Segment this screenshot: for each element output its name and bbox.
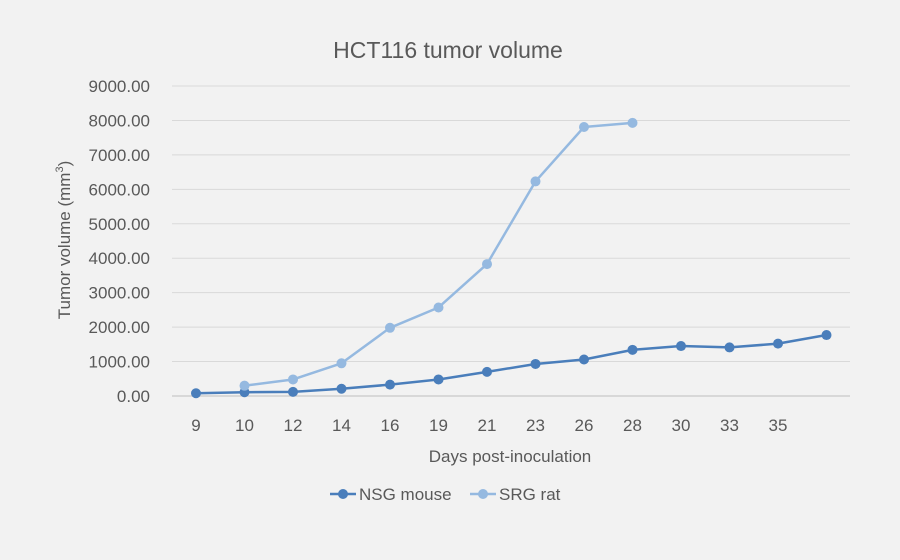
- y-tick-label: 2000.00: [89, 318, 150, 337]
- data-point-srg-rat: [288, 374, 298, 385]
- data-point-nsg-mouse: [288, 386, 298, 397]
- legend-label-srg-rat: SRG rat: [499, 485, 561, 504]
- y-tick-label: 4000.00: [89, 249, 150, 268]
- legend: NSG mouse SRG rat: [330, 485, 561, 504]
- x-tick-label: 10: [235, 416, 254, 435]
- series-line-srg-rat: [244, 121, 633, 387]
- y-tick-label: 1000.00: [89, 353, 150, 372]
- chart-title: HCT116 tumor volume: [333, 37, 563, 63]
- x-tick-label: 23: [526, 416, 545, 435]
- data-point-srg-rat: [530, 176, 541, 187]
- data-point-nsg-mouse: [821, 330, 832, 341]
- data-point-nsg-mouse: [724, 342, 735, 353]
- y-axis-ticks: 0.00 1000.00 2000.00 3000.00 4000.00 5000.00 6…: [89, 77, 150, 406]
- data-point-nsg-mouse: [773, 338, 783, 349]
- x-axis-ticks: 9 10 12 14 16 19 21 23 26 28 30 33 35: [191, 416, 787, 435]
- data-point-nsg-mouse: [627, 344, 638, 355]
- data-point-srg-rat: [627, 117, 638, 128]
- y-axis-label-close: ): [55, 161, 74, 167]
- x-axis-label: Days post-inoculation: [429, 447, 592, 466]
- data-point-nsg-mouse: [433, 374, 444, 385]
- x-tick-label: 9: [191, 416, 200, 435]
- y-axis-label: Tumor volume (mm3): [54, 161, 74, 320]
- y-axis-label-superscript: 3: [54, 166, 66, 172]
- x-tick-label: 14: [332, 416, 351, 435]
- data-point-nsg-mouse: [385, 379, 395, 390]
- y-tick-label: 3000.00: [89, 284, 150, 303]
- data-point-nsg-mouse: [191, 388, 201, 399]
- series-layer: [191, 117, 832, 399]
- x-tick-label: 21: [478, 416, 497, 435]
- legend-marker-srg-rat: [478, 489, 488, 499]
- y-tick-label: 9000.00: [89, 77, 150, 96]
- data-point-nsg-mouse: [482, 366, 492, 377]
- data-point-srg-rat: [336, 358, 347, 369]
- x-tick-label: 12: [284, 416, 303, 435]
- data-point-srg-rat: [385, 322, 395, 333]
- y-tick-label: 6000.00: [89, 180, 150, 199]
- y-tick-label: 5000.00: [89, 215, 150, 234]
- y-axis-label-text: Tumor volume (mm: [55, 173, 74, 320]
- y-tick-label: 0.00: [117, 387, 150, 406]
- y-tick-label: 8000.00: [89, 111, 150, 130]
- x-tick-label: 26: [575, 416, 594, 435]
- gridlines: [172, 85, 850, 397]
- x-tick-label: 33: [720, 416, 739, 435]
- x-tick-label: 28: [623, 416, 642, 435]
- data-point-nsg-mouse: [530, 358, 541, 369]
- series-line-nsg-mouse: [195, 333, 827, 395]
- legend-item-srg-rat: SRG rat: [470, 485, 561, 504]
- legend-marker-nsg-mouse: [338, 489, 348, 499]
- data-point-srg-rat: [579, 121, 589, 132]
- y-tick-label: 7000.00: [89, 146, 150, 165]
- data-point-srg-rat: [482, 259, 492, 270]
- x-tick-label: 30: [672, 416, 691, 435]
- data-point-nsg-mouse: [579, 354, 589, 365]
- x-tick-label: 16: [381, 416, 400, 435]
- data-point-srg-rat: [433, 302, 444, 313]
- legend-item-nsg-mouse: NSG mouse: [330, 485, 452, 504]
- data-point-nsg-mouse: [676, 341, 686, 352]
- x-tick-label: 19: [429, 416, 448, 435]
- data-point-srg-rat: [239, 380, 250, 391]
- x-tick-label: 35: [769, 416, 788, 435]
- legend-label-nsg-mouse: NSG mouse: [359, 485, 452, 504]
- data-point-nsg-mouse: [336, 383, 347, 394]
